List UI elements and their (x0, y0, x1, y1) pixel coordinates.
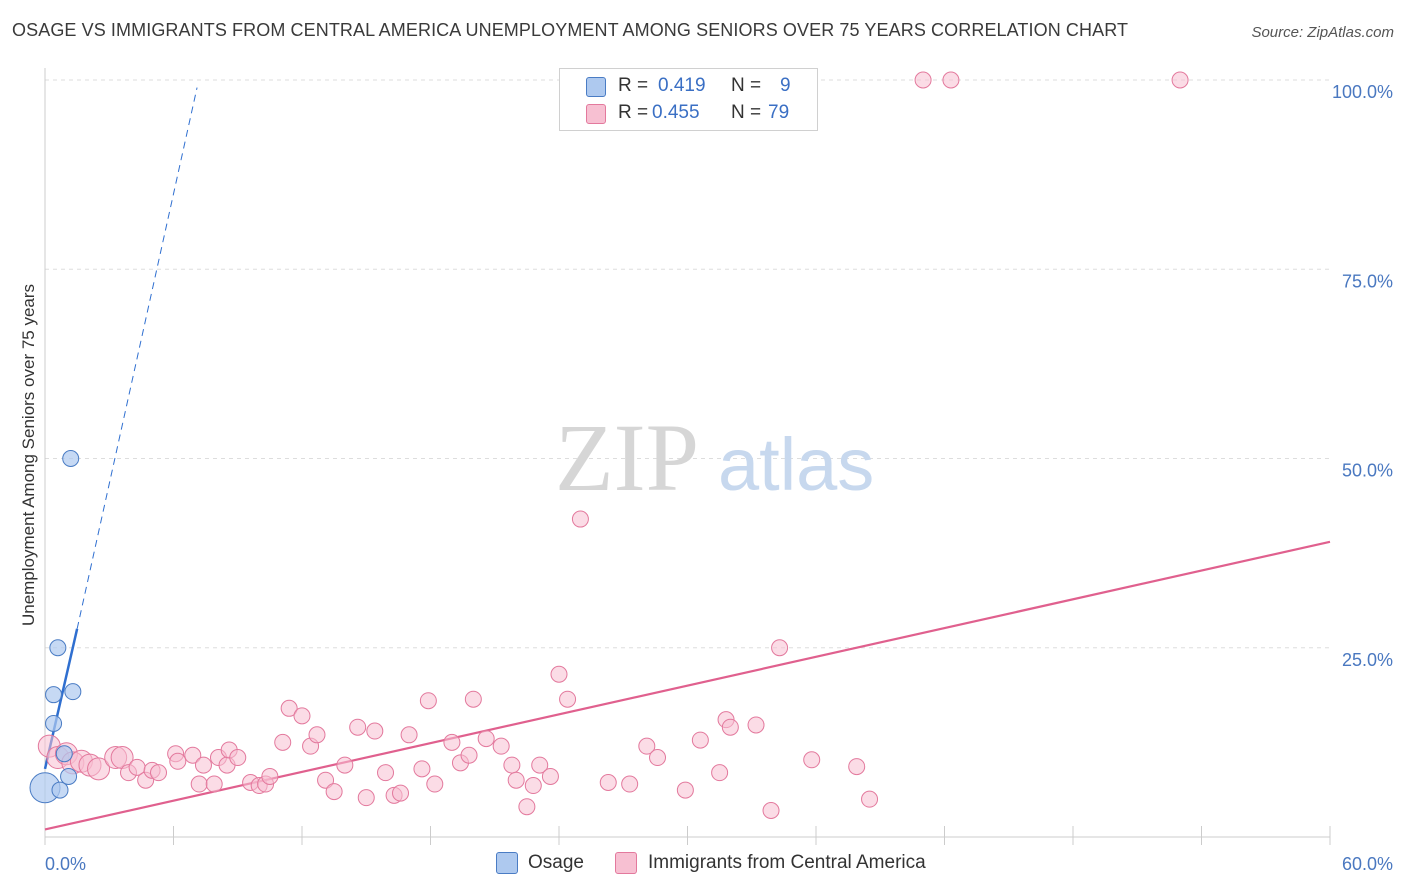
osage-points (29, 450, 82, 804)
legend: R = 0.419 N = 9 R = 0.455 N = 79 (559, 68, 818, 131)
immigrants-point (464, 690, 482, 708)
immigrants-point (261, 767, 279, 785)
immigrants-point (621, 775, 639, 793)
immigrants-point (848, 758, 866, 776)
immigrants-point (747, 716, 765, 734)
bottom-legend-osage-label: Osage (528, 852, 584, 873)
immigrants-point (762, 802, 780, 820)
immigrants-point (492, 737, 510, 755)
immigrants-point (711, 764, 729, 782)
immigrants-point (599, 773, 617, 791)
immigrants-point (550, 665, 568, 683)
immigrants-point (503, 756, 521, 774)
immigrants-point (194, 756, 212, 774)
watermark: ZIP atlas (555, 404, 874, 511)
immigrants-point (190, 775, 208, 793)
tick-labels: 25.0% 50.0% 75.0% 100.0% 0.0% 60.0% (45, 82, 1393, 874)
osage-swatch (586, 77, 606, 97)
legend-r-label: R = (618, 75, 649, 96)
legend-immigrants-n: 79 (768, 102, 790, 123)
immigrants-point (308, 726, 326, 744)
osage-point (60, 767, 78, 785)
immigrants-point (649, 749, 667, 767)
immigrants-point (571, 510, 589, 528)
immigrants-swatch (586, 104, 606, 124)
osage-swatch (496, 852, 518, 874)
immigrants-point (531, 756, 549, 774)
immigrants-point (419, 692, 437, 710)
immigrants-point (169, 752, 187, 770)
immigrants-point (676, 781, 694, 799)
immigrants-point (400, 726, 418, 744)
y-tick-label: 100.0% (1332, 82, 1393, 102)
immigrants-point (443, 733, 461, 751)
axes (44, 68, 1331, 845)
osage-point (49, 639, 67, 657)
osage-point (45, 686, 63, 704)
immigrants-point (638, 737, 656, 755)
immigrants-point (1171, 71, 1189, 89)
immigrants-point (392, 784, 410, 802)
immigrants-point (803, 751, 821, 769)
y-axis-label: Unemployment Among Seniors over 75 years (19, 284, 38, 626)
watermark-atlas: atlas (718, 423, 874, 506)
osage-point (64, 683, 82, 701)
immigrants-point (229, 749, 247, 767)
immigrants-point (150, 764, 168, 782)
immigrants-point (205, 775, 223, 793)
y-tick-label: 75.0% (1342, 271, 1393, 291)
immigrants-point (366, 722, 384, 740)
immigrants-point (477, 730, 495, 748)
legend-n-label: N = (731, 102, 762, 123)
bottom-legend-immigrants-label: Immigrants from Central America (648, 852, 926, 873)
immigrants-point (184, 746, 202, 764)
immigrants-point (524, 777, 542, 795)
immigrants-point (460, 746, 478, 764)
immigrants-point (413, 760, 431, 778)
immigrants-point (507, 771, 525, 789)
x-tick-label: 0.0% (45, 854, 86, 874)
legend-r-label: R = (618, 102, 649, 123)
immigrants-swatch (615, 852, 637, 874)
y-tick-label: 25.0% (1342, 650, 1393, 670)
immigrants-point (317, 771, 335, 789)
immigrants-point (87, 757, 111, 781)
immigrants-point (541, 767, 559, 785)
x-tick-label: 60.0% (1342, 854, 1393, 874)
legend-osage-r: 0.419 (658, 75, 706, 96)
osage-point (45, 714, 63, 732)
immigrants-point (942, 71, 960, 89)
immigrants-point (357, 789, 375, 807)
immigrants-point (691, 731, 709, 749)
immigrants-point (771, 639, 789, 657)
grid-lines (45, 79, 1330, 649)
immigrants-point (336, 756, 354, 774)
immigrants-point (349, 718, 367, 736)
immigrants-point (559, 690, 577, 708)
immigrants-point (914, 71, 932, 89)
osage-point (51, 781, 69, 799)
immigrants-point (280, 699, 298, 717)
y-tick-label: 50.0% (1342, 461, 1393, 481)
immigrants-point (518, 798, 536, 816)
source-label: Source: ZipAtlas.com (1251, 24, 1394, 41)
chart-title: OSAGE VS IMMIGRANTS FROM CENTRAL AMERICA… (12, 20, 1129, 40)
immigrants-point (377, 764, 395, 782)
immigrants-point (861, 790, 879, 808)
osage-trend-line-extension (76, 87, 198, 629)
immigrants-point (293, 707, 311, 725)
immigrants-point (274, 733, 292, 751)
legend-n-label: N = (731, 75, 762, 96)
osage-point (62, 450, 80, 467)
legend-osage-n: 9 (780, 75, 791, 96)
immigrants-point (721, 718, 739, 736)
immigrants-points (37, 71, 1189, 820)
legend-immigrants-r: 0.455 (652, 102, 700, 123)
immigrants-point (426, 775, 444, 793)
immigrants-point (325, 783, 343, 801)
osage-point (55, 745, 73, 763)
watermark-zip: ZIP (555, 404, 699, 511)
